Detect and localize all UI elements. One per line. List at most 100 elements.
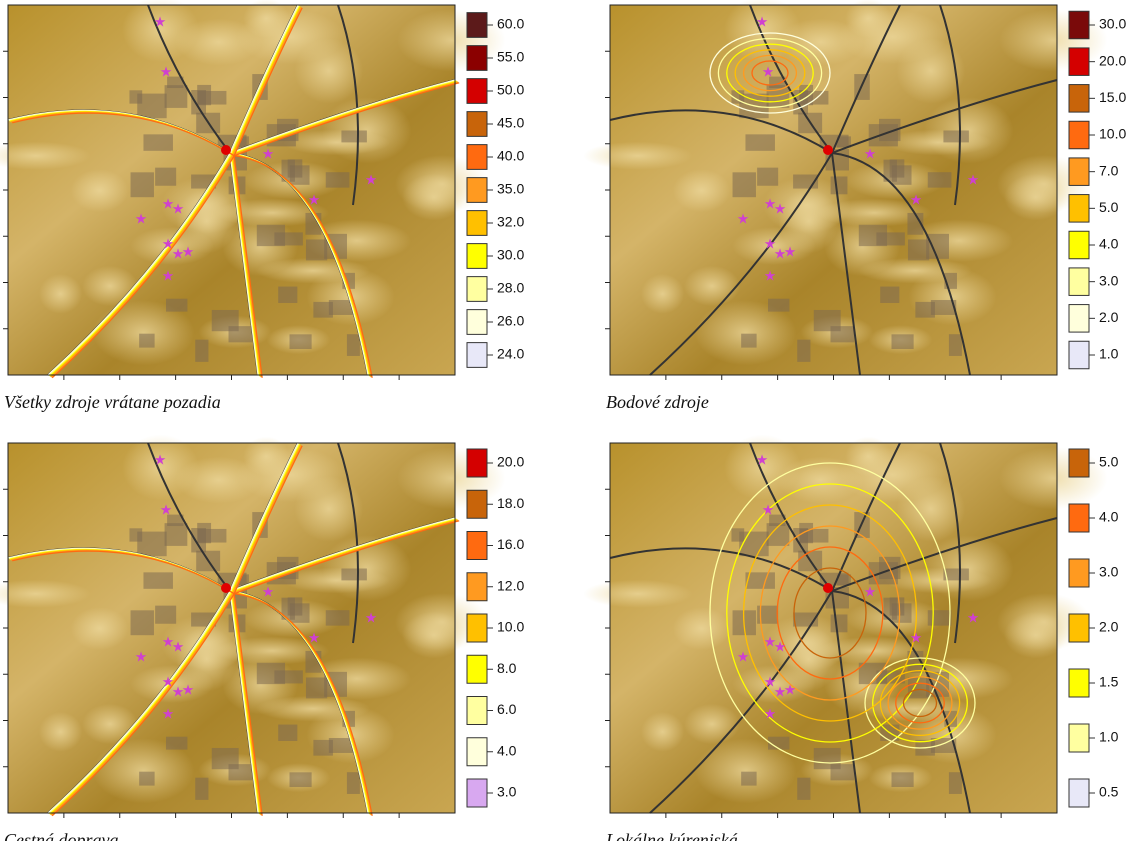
source-marker: ★ [864,146,877,162]
source-marker: ★ [737,649,750,665]
legend-swatch [467,655,487,683]
legend-swatch [1069,341,1089,369]
terrain-patch [641,274,684,314]
source-marker: ★ [154,14,167,30]
town-block [166,737,187,750]
legend-label: 6.0 [497,701,517,717]
legend-label: 50.0 [497,82,524,98]
monitoring-station [823,583,833,593]
legend-swatch [1069,504,1089,532]
map-panel: ★★★★★★★★★★★★5.04.03.02.01.51.00.5Lokálne… [583,435,1118,841]
source-marker: ★ [967,610,980,626]
source-marker: ★ [910,630,923,646]
source-marker: ★ [864,584,877,600]
terrain-patch [673,607,731,650]
town-block [891,772,913,787]
terrain-patch [838,10,946,65]
legend-swatch [467,573,487,601]
legend-label: 3.0 [1099,564,1119,580]
town-block [831,176,848,194]
caption: Bodové zdroje [606,392,709,412]
legend-label: 3.0 [497,784,517,800]
source-marker: ★ [756,452,769,468]
town-block [131,610,154,635]
legend-swatch [1069,268,1089,296]
source-marker: ★ [764,706,777,722]
legend-label: 40.0 [497,148,524,164]
town-block [197,523,211,543]
monitoring-station [221,583,231,593]
legend-swatch [467,211,487,236]
source-marker: ★ [756,14,769,30]
town-block [892,603,912,622]
legend-label: 1.5 [1099,674,1119,690]
source-marker: ★ [135,211,148,227]
legend-label: 35.0 [497,181,524,197]
figure: ★★★★★★★★★★★★60.055.050.045.040.035.032.0… [0,0,1130,841]
source-marker: ★ [910,192,923,208]
town-block [290,165,310,184]
source-marker: ★ [162,706,175,722]
town-block [155,606,176,624]
legend-label: 16.0 [497,536,524,552]
legend-swatch [1069,231,1089,259]
legend-swatch [467,13,487,38]
legend-swatch [467,614,487,642]
source-marker: ★ [774,201,787,217]
legend-label: 10.0 [1099,126,1126,142]
town-block [166,299,187,312]
legend-swatch [1069,559,1089,587]
source-marker: ★ [774,639,787,655]
legend-swatch [467,112,487,137]
legend-swatch [467,145,487,170]
monitoring-station [221,145,231,155]
source-marker: ★ [764,268,777,284]
legend-swatch [467,79,487,104]
town-block [306,239,327,260]
legend-swatch [467,46,487,71]
terrain-patch [397,9,505,72]
legend-label: 20.0 [497,454,524,470]
town-block [139,772,154,786]
town-block [928,172,952,187]
legend-label: 2.0 [1099,619,1119,635]
town-block [892,165,912,184]
source-marker: ★ [308,630,321,646]
town-block [195,340,208,362]
caption: Cestná doprava [4,830,119,841]
town-block [278,287,297,303]
terrain-patch [39,274,82,314]
town-block [733,172,756,197]
map-panel: ★★★★★★★★★★★★30.020.015.010.07.05.04.03.0… [583,0,1126,412]
terrain-patch [71,169,129,212]
source-marker: ★ [762,64,775,80]
legend-label: 32.0 [497,214,524,230]
legend-swatch [467,779,487,807]
legend-label: 55.0 [497,49,524,65]
legend-swatch [467,532,487,560]
town-block [745,134,774,150]
legend-swatch [467,178,487,203]
source-marker: ★ [182,682,195,698]
town-block [757,168,778,186]
legend-label: 15.0 [1099,89,1126,105]
terrain-patch [283,129,390,155]
terrain-patch [684,266,740,306]
source-marker: ★ [172,639,185,655]
town-block [197,85,211,105]
legend-swatch [467,277,487,302]
legend-swatch [1069,48,1089,76]
legend-label: 20.0 [1099,52,1126,68]
town-block [891,334,913,349]
legend-swatch [1069,305,1089,333]
town-block [908,239,929,260]
legend-label: 3.0 [1099,272,1119,288]
town-block [741,772,756,786]
caption: Všetky zdroje vrátane pozadia [4,392,221,412]
source-marker: ★ [737,211,750,227]
legend-label: 4.0 [1099,236,1119,252]
town-block [797,778,810,800]
source-marker: ★ [262,146,275,162]
town-block [341,568,366,580]
terrain-patch [39,712,82,752]
